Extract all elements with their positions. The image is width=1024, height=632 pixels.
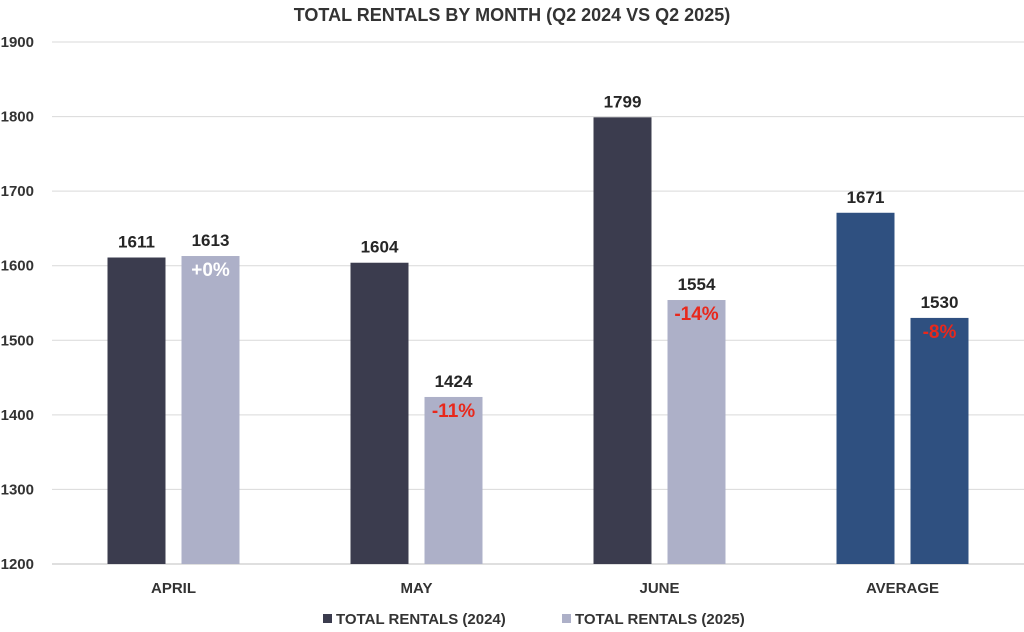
value-label-2025: 1424: [435, 372, 473, 391]
value-label-2024: 1671: [847, 188, 885, 207]
value-label-2025: 1530: [921, 293, 959, 312]
y-tick-label: 1500: [1, 332, 34, 349]
x-axis: APRIL MAY JUNE AVERAGE: [151, 580, 939, 597]
legend: TOTAL RENTALS (2024) TOTAL RENTALS (2025): [323, 611, 745, 628]
bar-2024: [350, 262, 409, 564]
x-tick-label: AVERAGE: [866, 580, 939, 597]
y-tick-label: 1700: [1, 183, 34, 200]
legend-label-2025: TOTAL RENTALS (2025): [575, 611, 745, 628]
bars: [107, 117, 969, 565]
y-tick-label: 1900: [1, 34, 34, 51]
bar-2024: [836, 212, 895, 565]
change-label: -8%: [923, 322, 957, 343]
x-tick-label: JUNE: [639, 580, 679, 597]
value-label-2024: 1604: [361, 238, 399, 257]
value-label-2024: 1799: [604, 92, 642, 111]
data-labels: 1611 1613 +0% 1604 1424 -11% 1799 1554 -14% 1671 1…: [118, 92, 958, 422]
y-tick-label: 1600: [1, 258, 34, 275]
value-label-2025: 1554: [678, 275, 716, 294]
value-label-2024: 1611: [118, 233, 155, 252]
value-label-2025: 1613: [192, 231, 230, 250]
change-label: -11%: [432, 401, 475, 422]
chart-title: TOTAL RENTALS BY MONTH (Q2 2024 VS Q2 20…: [294, 5, 730, 25]
y-tick-label: 1400: [1, 407, 34, 424]
bar-2025: [181, 256, 240, 564]
x-tick-label: MAY: [401, 580, 433, 597]
bar-2024: [593, 117, 652, 565]
x-tick-label: APRIL: [151, 580, 196, 597]
legend-swatch-2025: [562, 614, 571, 623]
legend-label-2024: TOTAL RENTALS (2024): [336, 611, 506, 628]
legend-swatch-2024: [323, 614, 332, 623]
change-label: +0%: [191, 260, 230, 281]
change-label: -14%: [674, 304, 718, 325]
y-tick-label: 1800: [1, 109, 34, 126]
y-tick-label: 1300: [1, 481, 34, 498]
bar-2024: [107, 257, 166, 564]
bar-2025: [667, 300, 726, 564]
y-tick-label: 1200: [1, 556, 34, 573]
bar-2025: [424, 396, 483, 564]
bar-2025: [910, 317, 969, 564]
